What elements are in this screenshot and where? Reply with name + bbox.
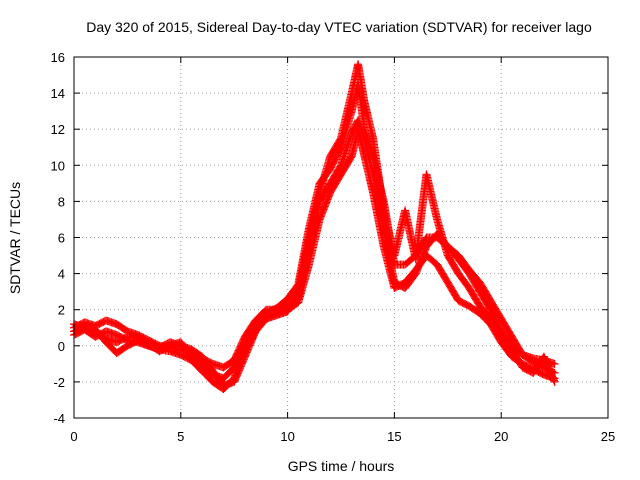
y-tick-label: -4 <box>53 411 65 426</box>
y-tick-label: 14 <box>51 86 65 101</box>
y-tick-label: 16 <box>51 50 65 65</box>
x-tick-label: 20 <box>494 429 508 444</box>
y-axis-label: SDTVAR / TECUs <box>7 182 23 294</box>
x-tick-label: 0 <box>70 429 77 444</box>
x-tick-label: 15 <box>387 429 401 444</box>
x-axis-label: GPS time / hours <box>288 458 395 474</box>
x-tick-label: 5 <box>177 429 184 444</box>
data-points <box>70 60 559 394</box>
y-tick-label: 2 <box>58 303 65 318</box>
data-point <box>550 359 559 368</box>
y-tick-label: 4 <box>58 267 65 282</box>
y-tick-label: 6 <box>58 231 65 246</box>
y-tick-label: 12 <box>51 122 65 137</box>
y-tick-label: 8 <box>58 194 65 209</box>
y-tick-label: 10 <box>51 158 65 173</box>
data-point <box>550 377 559 386</box>
x-tick-label: 25 <box>601 429 615 444</box>
y-tick-label: 0 <box>58 339 65 354</box>
y-tick-label: -2 <box>53 375 65 390</box>
axis-ticks: 0 5 10 15 20 25 -4 -2 0 2 4 6 8 10 12 14 16 <box>51 50 616 444</box>
series-arc-4 <box>70 60 559 390</box>
x-tick-label: 10 <box>280 429 294 444</box>
chart-title: Day 320 of 2015, Sidereal Day-to-day VTE… <box>86 19 592 35</box>
series-arc-3 <box>70 80 559 383</box>
